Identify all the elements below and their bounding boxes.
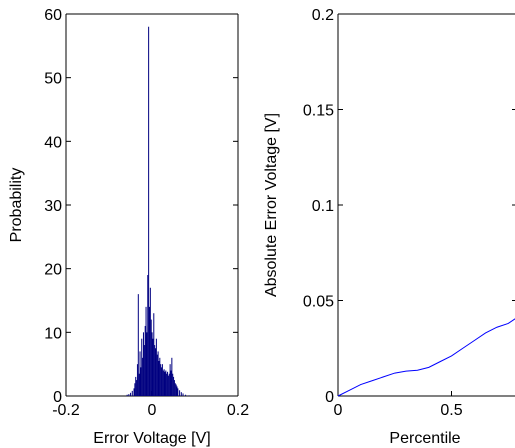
histogram-bar: [140, 367, 142, 396]
histogram-bar: [185, 394, 187, 396]
histogram-bar: [171, 357, 173, 396]
histogram-bar: [160, 364, 162, 396]
histogram-bar: [135, 376, 137, 396]
histogram-bar: [139, 351, 141, 396]
histogram-y-tick-label: 60: [44, 7, 62, 24]
histogram-bar: [173, 376, 175, 396]
histogram-y-axis-label: Probability: [8, 168, 25, 243]
histogram-bar: [177, 388, 179, 396]
histogram-bar: [156, 354, 158, 396]
histogram-bar: [136, 380, 138, 396]
histogram-bar: [158, 360, 160, 396]
histogram-bar: [170, 370, 172, 396]
histogram-bar: [174, 383, 176, 396]
histogram-bar: [164, 371, 166, 396]
histogram-bar: [143, 345, 145, 396]
histogram-y-tick-label: 0: [53, 389, 62, 406]
histogram-bar: [146, 332, 148, 396]
histogram-bar: [167, 375, 169, 396]
percentile-y-tick-label: 0.15: [303, 103, 334, 120]
histogram-bar: [141, 338, 143, 396]
histogram-y-tick-label: 20: [44, 262, 62, 279]
histogram-bar: [126, 394, 128, 396]
histogram-x-tick-label: -0.2: [52, 402, 80, 419]
histogram-bar: [182, 393, 184, 396]
histogram-bar: [147, 275, 149, 396]
histogram-bar: [148, 306, 150, 396]
percentile-panel: 0 0.5 0 0.05 0.1 0.15 0.2: [303, 7, 515, 419]
histogram-bar: [136, 364, 138, 396]
histogram-bar: [138, 373, 140, 396]
histogram-bar: [172, 373, 174, 396]
histogram-bar: [149, 287, 151, 396]
histogram-bar: [153, 313, 155, 396]
histogram-bar: [180, 392, 182, 396]
histogram-y-tick-label: 40: [44, 134, 62, 151]
histogram-bar: [145, 306, 147, 396]
histogram-bar: [151, 332, 153, 396]
histogram-bar: [130, 392, 132, 396]
histogram-bar: [131, 390, 133, 396]
histogram-x-tick-label: 0: [148, 402, 157, 419]
histogram-bar: [133, 388, 135, 396]
histogram-y-tick-label: 30: [44, 198, 62, 215]
histogram-bar: [137, 294, 139, 396]
histogram-bar: [150, 319, 152, 396]
histogram-bar: [142, 357, 144, 396]
histogram-bar: [155, 338, 157, 396]
histogram-bar: [152, 338, 154, 396]
histogram-bar: [155, 348, 157, 396]
histogram-bar: [162, 370, 164, 396]
histogram-bar: [157, 351, 159, 396]
histogram-bar: [175, 384, 177, 396]
histogram-y-tick-label: 50: [44, 71, 62, 88]
histogram-x-axis-label: Error Voltage [V]: [93, 430, 210, 447]
histogram-bar: [167, 371, 169, 396]
percentile-y-tick-label: 0.05: [303, 294, 334, 311]
histogram-bar: [134, 383, 136, 396]
histogram-bar: [148, 26, 150, 396]
histogram-bar: [142, 332, 144, 396]
histogram-bar: [161, 364, 163, 396]
percentile-x-tick-label: 0: [334, 402, 343, 419]
histogram-bar: [128, 394, 130, 396]
histogram-bar: [179, 390, 181, 396]
percentile-x-tick-label: 0.5: [440, 402, 462, 419]
percentile-y-axis-label: Absolute Error Voltage [V]: [263, 113, 280, 297]
histogram-bar: [144, 325, 146, 396]
percentile-x-axis-label: Percentile: [389, 430, 460, 447]
percentile-y-tick-label: 0.2: [312, 7, 334, 24]
histogram-y-tick-label: 10: [44, 325, 62, 342]
histogram-bar: [169, 364, 171, 396]
histogram-bar: [168, 373, 170, 396]
histogram-bar: [161, 367, 163, 396]
histogram-bar: [173, 380, 175, 396]
histogram-bar: [176, 386, 178, 396]
percentile-y-tick-label: 0.1: [312, 198, 334, 215]
histogram-bar: [159, 357, 161, 396]
histogram-bar: [163, 369, 165, 396]
histogram-x-tick-label: 0.2: [227, 402, 249, 419]
percentile-y-tick-label: 0: [325, 389, 334, 406]
percentile-series-line: [337, 318, 515, 397]
histogram-bar: [154, 345, 156, 396]
histogram-bar: [166, 373, 168, 396]
histogram-bar: [165, 370, 167, 396]
histogram-bar: [188, 395, 190, 396]
